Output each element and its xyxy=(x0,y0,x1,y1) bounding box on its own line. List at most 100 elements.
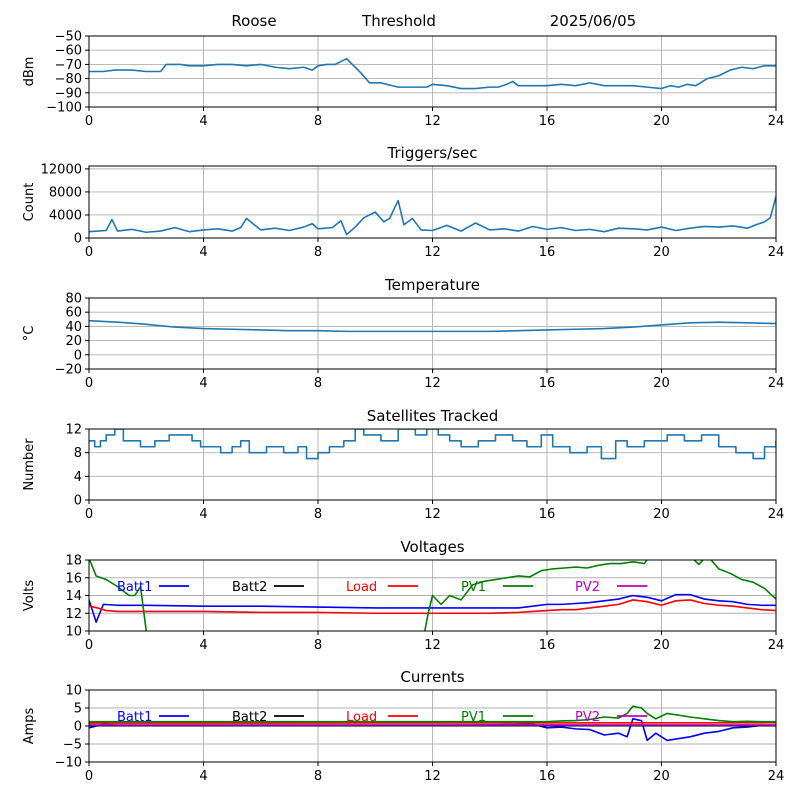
series-line-load xyxy=(89,599,776,615)
y-tick-label: −80 xyxy=(55,72,82,87)
legend-label-batt1: Batt1 xyxy=(117,710,152,725)
y-tick-label: 20 xyxy=(65,334,82,349)
x-tick-label: 24 xyxy=(768,376,785,391)
panel-title: Currents xyxy=(400,668,464,686)
x-tick-label: 20 xyxy=(653,114,670,129)
x-tick-label: 24 xyxy=(768,769,785,784)
panel-signal: 0 4 8 12 16 20 24 −50−60−70−80−90−100 dBm xyxy=(22,30,784,130)
y-tick-label: 8000 xyxy=(49,185,82,200)
y-tick-label: 10 xyxy=(65,625,82,640)
y-tick-label: 10 xyxy=(65,684,82,699)
x-tick-label: 4 xyxy=(199,507,207,522)
y-tick-label: 8 xyxy=(74,446,82,461)
panel-currents: 0 4 8 12 16 20 24 10 5 0 −5 −10 Amps Currents Batt1 Bat… xyxy=(22,668,784,784)
x-tick-label: 16 xyxy=(539,376,556,391)
series-line-temperature xyxy=(89,319,776,333)
x-tick-label: 24 xyxy=(768,507,785,522)
x-tick-label: 4 xyxy=(199,638,207,653)
x-tick-label: 16 xyxy=(539,769,556,784)
panel-title: Satellites Tracked xyxy=(367,407,498,425)
x-tick-label: 12 xyxy=(424,638,441,653)
x-tick-label: 4 xyxy=(199,769,207,784)
y-tick-label: −100 xyxy=(46,101,82,116)
legend-label-pv1: PV1 xyxy=(461,580,486,595)
y-tick-label: 60 xyxy=(65,306,82,321)
panel-voltages: 0 4 8 12 16 20 24 10 12 14 16 18 Volts Voltages Batt1 B… xyxy=(22,538,784,653)
panel-title: Triggers/sec xyxy=(387,144,478,162)
y-tick-label: −5 xyxy=(63,738,82,753)
legend-label-batt2: Batt2 xyxy=(232,710,267,725)
x-tick-label: 4 xyxy=(199,376,207,391)
y-tick-label: 0 xyxy=(74,720,82,735)
x-tick-label: 4 xyxy=(199,114,207,129)
series-line-signal xyxy=(89,57,776,90)
y-tick-label: 14 xyxy=(65,589,82,604)
panel-title: Temperature xyxy=(384,276,480,294)
x-tick-label: 20 xyxy=(653,507,670,522)
x-tick-label: 0 xyxy=(85,638,93,653)
panel-title: Voltages xyxy=(400,538,464,556)
x-tick-label: 16 xyxy=(539,245,556,260)
series-line-pv1 xyxy=(89,560,776,631)
y-axis-title: °C xyxy=(22,326,37,342)
x-tick-label: 24 xyxy=(768,245,785,260)
y-tick-label: 16 xyxy=(65,571,82,586)
x-tick-label: 12 xyxy=(424,769,441,784)
y-tick-label: 12 xyxy=(65,607,82,622)
x-tick-label: 12 xyxy=(424,245,441,260)
y-tick-label: 5 xyxy=(74,702,82,717)
series-line-triggers xyxy=(89,196,776,236)
x-tick-label: 20 xyxy=(653,769,670,784)
y-axis-title: dBm xyxy=(22,57,37,87)
x-tick-label: 8 xyxy=(314,245,322,260)
x-tick-label: 20 xyxy=(653,638,670,653)
y-tick-label: −90 xyxy=(55,86,82,101)
x-tick-label: 0 xyxy=(85,114,93,129)
y-tick-label: 0 xyxy=(74,348,82,363)
y-tick-label: 18 xyxy=(65,554,82,569)
y-tick-label: −50 xyxy=(55,30,82,45)
x-tick-label: 24 xyxy=(768,638,785,653)
legend-label-batt1: Batt1 xyxy=(117,580,152,595)
x-tick-label: 8 xyxy=(314,638,322,653)
legend-label-pv1: PV1 xyxy=(461,710,486,725)
x-tick-label: 0 xyxy=(85,769,93,784)
y-tick-label: 12000 xyxy=(41,162,82,177)
header-site: Roose xyxy=(231,12,276,30)
x-tick-label: 4 xyxy=(199,245,207,260)
x-tick-label: 12 xyxy=(424,114,441,129)
series-line-satellites xyxy=(89,429,776,460)
y-tick-label: 4 xyxy=(74,470,82,485)
legend-label-load: Load xyxy=(346,710,377,725)
y-tick-label: −20 xyxy=(55,363,82,378)
panel-satellites: 0 4 8 12 16 20 24 0 4 8 12 Number Satellites Tracked xyxy=(22,407,784,522)
x-tick-label: 8 xyxy=(314,376,322,391)
y-axis-title: Count xyxy=(22,183,37,222)
x-tick-label: 16 xyxy=(539,114,556,129)
y-tick-label: 0 xyxy=(74,494,82,509)
header-label: Threshold xyxy=(361,12,436,30)
panel-triggers: 0 4 8 12 16 20 24 0 4000 8000 12000 Count Triggers/s… xyxy=(22,144,784,260)
legend-label-pv2: PV2 xyxy=(575,580,600,595)
series-line-pv1 xyxy=(89,705,776,723)
x-tick-label: 0 xyxy=(85,376,93,391)
x-tick-label: 8 xyxy=(314,114,322,129)
y-tick-label: −70 xyxy=(55,58,82,73)
y-tick-label: −10 xyxy=(55,756,82,771)
y-tick-label: 12 xyxy=(65,423,82,438)
x-tick-label: 8 xyxy=(314,769,322,784)
y-axis-title: Volts xyxy=(22,580,37,612)
y-tick-label: 4000 xyxy=(49,208,82,223)
legend-label-batt2: Batt2 xyxy=(232,580,267,595)
x-tick-label: 12 xyxy=(424,376,441,391)
x-tick-label: 0 xyxy=(85,507,93,522)
x-tick-label: 24 xyxy=(768,114,785,129)
y-tick-label: 40 xyxy=(65,320,82,335)
x-tick-label: 16 xyxy=(539,507,556,522)
x-tick-label: 16 xyxy=(539,638,556,653)
y-tick-label: 80 xyxy=(65,292,82,307)
x-tick-label: 8 xyxy=(314,507,322,522)
